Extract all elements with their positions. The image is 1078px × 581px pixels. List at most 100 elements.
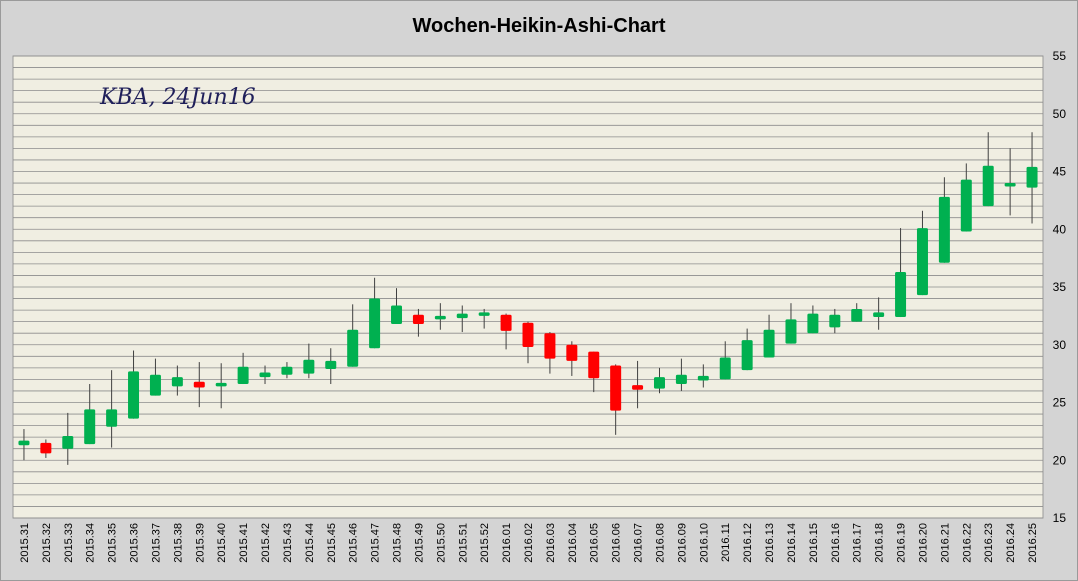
candle-body-up bbox=[741, 340, 753, 371]
y-tick-label: 35 bbox=[1053, 280, 1067, 294]
candle-body-up bbox=[149, 374, 161, 396]
x-tick-label: 2016.11 bbox=[720, 523, 732, 562]
y-tick-label: 55 bbox=[1053, 49, 1067, 63]
candle-body-up bbox=[303, 359, 315, 374]
y-tick-label: 50 bbox=[1053, 107, 1067, 121]
candle-body-down bbox=[40, 442, 52, 454]
x-tick-label: 2016.23 bbox=[983, 523, 995, 563]
x-tick-label: 2015.35 bbox=[107, 523, 119, 563]
y-tick-label: 15 bbox=[1053, 511, 1067, 525]
candle-body-up bbox=[719, 357, 731, 380]
candle-body-up bbox=[391, 305, 403, 324]
candle-body-down bbox=[500, 314, 512, 331]
x-tick-label: 2016.03 bbox=[545, 523, 557, 563]
candle-body-up bbox=[1004, 183, 1016, 187]
candle-body-up bbox=[982, 165, 994, 207]
x-tick-label: 2015.31 bbox=[19, 523, 31, 563]
candle-body-up bbox=[851, 308, 863, 322]
candles bbox=[18, 132, 1038, 465]
candle-body-up bbox=[281, 366, 293, 375]
candle-body-up bbox=[697, 375, 709, 381]
x-tick-label: 2015.47 bbox=[370, 523, 382, 563]
x-tick-label: 2015.34 bbox=[85, 523, 97, 563]
candle-body-up bbox=[873, 312, 885, 318]
x-tick-label: 2015.41 bbox=[238, 523, 250, 563]
x-tick-label: 2016.10 bbox=[698, 523, 710, 563]
candle-body-down bbox=[544, 333, 556, 359]
x-tick-label: 2016.07 bbox=[633, 523, 645, 563]
candle-body-up bbox=[675, 374, 687, 385]
x-tick-label: 2016.24 bbox=[1005, 523, 1017, 563]
candle-body-up bbox=[785, 319, 797, 344]
x-tick-label: 2015.44 bbox=[304, 523, 316, 563]
candle-body-up bbox=[215, 382, 227, 387]
x-tick-label: 2015.32 bbox=[41, 523, 53, 563]
x-tick-label: 2016.19 bbox=[896, 523, 908, 563]
y-tick-label: 45 bbox=[1053, 165, 1067, 179]
x-tick-label: 2015.33 bbox=[63, 523, 75, 563]
candle-body-up bbox=[763, 329, 775, 358]
x-tick-label: 2015.38 bbox=[172, 523, 184, 563]
x-tick-label: 2015.50 bbox=[435, 523, 447, 563]
candle-body-up bbox=[369, 298, 381, 349]
x-tick-label: 2016.16 bbox=[830, 523, 842, 563]
chart-annotation: KBA, 24Jun16 bbox=[99, 85, 256, 110]
candle-body-down bbox=[412, 314, 424, 324]
y-tick-label: 20 bbox=[1053, 453, 1067, 467]
candle-body-up bbox=[478, 312, 490, 316]
x-tick-label: 2016.08 bbox=[654, 523, 666, 563]
x-tick-label: 2016.25 bbox=[1027, 523, 1039, 563]
candle-body-up bbox=[807, 313, 819, 334]
x-tick-label: 2015.52 bbox=[479, 523, 491, 563]
x-tick-label: 2015.43 bbox=[282, 523, 294, 563]
x-tick-label: 2016.04 bbox=[567, 523, 579, 563]
x-tick-label: 2016.12 bbox=[742, 523, 754, 563]
x-tick-label: 2016.01 bbox=[501, 523, 513, 563]
candle-body-up bbox=[653, 377, 665, 389]
candle-body-up bbox=[18, 440, 30, 446]
x-tick-label: 2015.40 bbox=[216, 523, 228, 563]
x-tick-label: 2016.02 bbox=[523, 523, 535, 563]
candle-body-up bbox=[325, 360, 337, 370]
candle-body-up bbox=[1026, 166, 1038, 188]
x-tick-label: 2015.42 bbox=[260, 523, 272, 563]
x-tick-label: 2016.05 bbox=[589, 523, 601, 563]
candle-body-up bbox=[916, 228, 928, 296]
x-tick-label: 2015.48 bbox=[392, 523, 404, 563]
x-tick-label: 2015.51 bbox=[457, 523, 469, 563]
candle-body-down bbox=[193, 381, 205, 388]
gridlines bbox=[13, 55, 1043, 519]
candle-body-down bbox=[566, 344, 578, 361]
x-tick-label: 2015.36 bbox=[129, 523, 141, 563]
x-tick-label: 2016.17 bbox=[852, 523, 864, 563]
candle-body-up bbox=[895, 271, 907, 318]
x-tick-label: 2015.37 bbox=[150, 523, 162, 563]
x-tick-label: 2016.22 bbox=[961, 523, 973, 563]
candle-body-up bbox=[960, 179, 972, 232]
candle-body-up bbox=[434, 315, 446, 320]
x-tick-label: 2015.45 bbox=[326, 523, 338, 563]
y-axis-labels: 15 20 25 30 35 40 45 50 55 bbox=[1053, 49, 1067, 525]
x-tick-label: 2016.09 bbox=[676, 523, 688, 563]
x-tick-label: 2016.18 bbox=[874, 523, 886, 563]
candle-body-up bbox=[128, 371, 140, 419]
candle-body-up bbox=[259, 372, 271, 378]
x-tick-label: 2015.46 bbox=[348, 523, 360, 563]
candle-body-up bbox=[171, 377, 183, 387]
x-tick-label: 2016.15 bbox=[808, 523, 820, 563]
candle-body-down bbox=[522, 322, 534, 348]
candle-body-up bbox=[62, 435, 74, 449]
candle-body-down bbox=[588, 351, 600, 379]
chart-title: Wochen-Heikin-Ashi-Chart bbox=[413, 15, 666, 37]
candle-body-up bbox=[829, 314, 841, 328]
candle-body-down bbox=[632, 385, 644, 390]
x-tick-label: 2016.06 bbox=[611, 523, 623, 563]
x-tick-label: 2016.13 bbox=[764, 523, 776, 563]
x-tick-label: 2016.21 bbox=[939, 523, 951, 563]
candle-body-down bbox=[610, 365, 622, 411]
candle-body-up bbox=[456, 313, 468, 319]
x-tick-label: 2015.49 bbox=[413, 523, 425, 563]
candle-body-up bbox=[106, 409, 118, 427]
